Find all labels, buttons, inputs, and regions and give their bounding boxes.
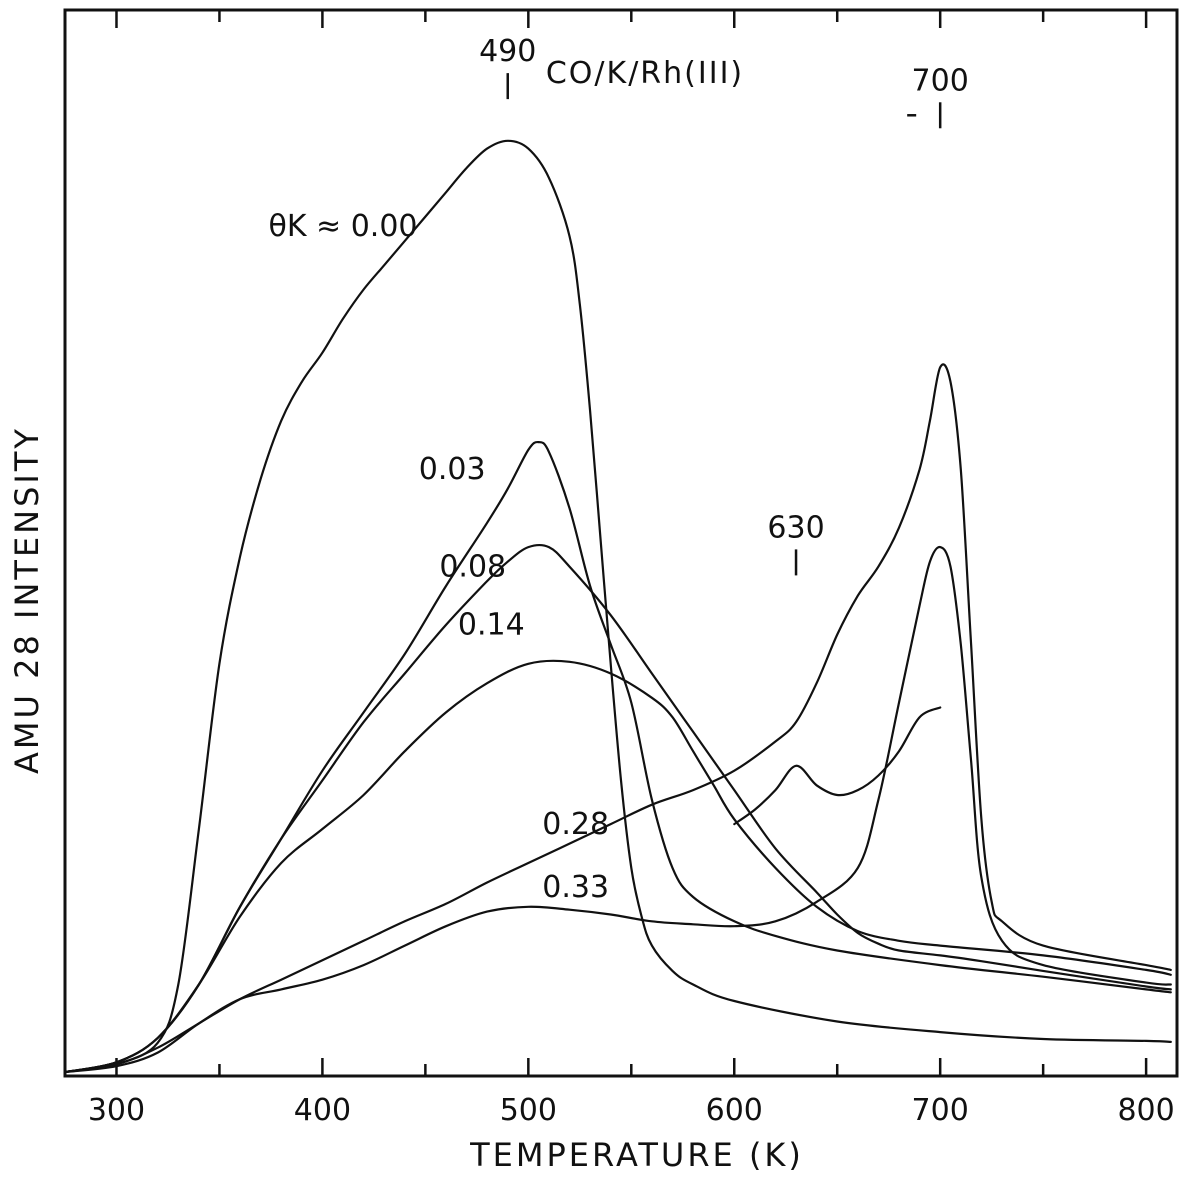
chart-title: CO/K/Rh(III): [546, 56, 744, 91]
annotation-label: 0.33: [542, 870, 609, 905]
series-line-4: [63, 363, 1172, 1074]
x-tick-label: 400: [294, 1093, 351, 1128]
annotation-label: 0.14: [458, 608, 525, 643]
annotation-label: 490: [479, 34, 536, 69]
y-axis-title: AMU 28 INTENSITY: [8, 426, 46, 774]
x-axis-title: TEMPERATURE (K): [469, 1136, 804, 1174]
annotation-label: 0.28: [542, 807, 609, 842]
annotation-label: 630: [767, 510, 824, 545]
annotation-label: θK ≈ 0.00: [268, 209, 417, 244]
x-axis-ticks: 300 400 500 600 700 800: [88, 10, 1175, 1128]
series-line-0: [63, 139, 1172, 1074]
series-line-6: [733, 706, 942, 826]
x-tick-label: 500: [500, 1093, 557, 1128]
annotation-label: 700: [912, 63, 969, 98]
annotation-label: 0.03: [419, 452, 486, 487]
x-tick-label: 700: [912, 1093, 969, 1128]
x-tick-label: 600: [706, 1093, 763, 1128]
plot-frame: [63, 8, 1179, 1078]
x-tick-label: 800: [1117, 1093, 1174, 1128]
series-line-3: [63, 659, 1172, 1074]
annotation-group: 490 700 630 θK ≈ 0.00 0.03 0.08 0.14 0.28 0.33: [268, 34, 968, 905]
series-group: [63, 139, 1172, 1074]
series-line-5: [63, 545, 1172, 1074]
annotation-label: 0.08: [439, 549, 506, 584]
series-line-2: [63, 543, 1172, 1074]
x-tick-label: 300: [88, 1093, 145, 1128]
